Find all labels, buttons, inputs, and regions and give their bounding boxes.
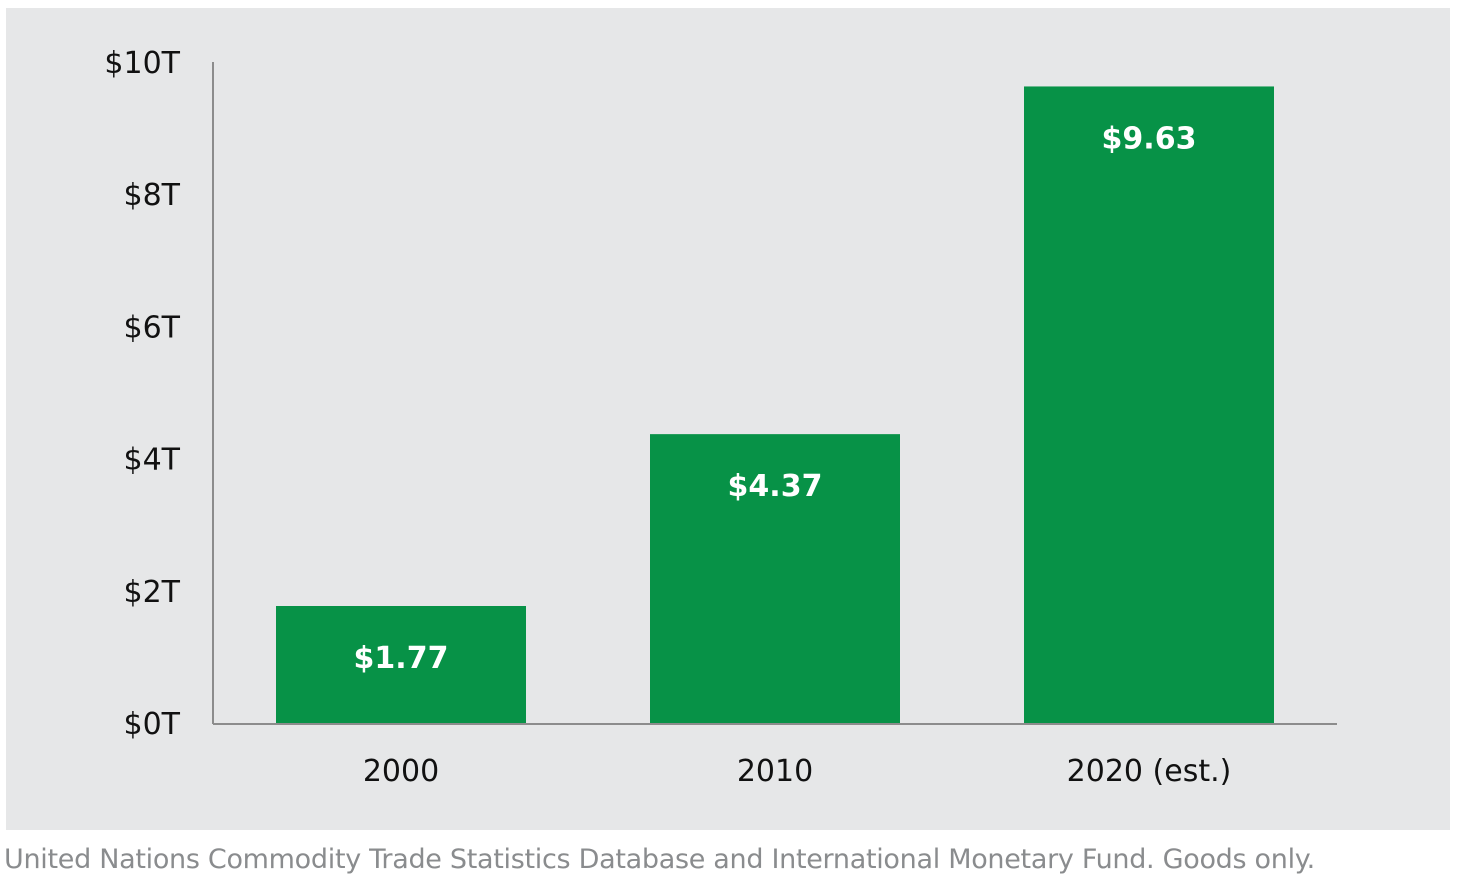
y-tick-label: $2T bbox=[124, 575, 181, 610]
y-tick-label: $4T bbox=[124, 443, 181, 478]
y-tick-label: $6T bbox=[124, 310, 181, 345]
bar-2010 bbox=[650, 434, 900, 723]
data-label: $4.37 bbox=[728, 469, 823, 504]
source-caption: United Nations Commodity Trade Statistic… bbox=[4, 844, 1315, 875]
data-label: $9.63 bbox=[1102, 121, 1197, 156]
y-tick-label: $10T bbox=[104, 46, 180, 81]
x-tick-label: 2000 bbox=[363, 754, 439, 789]
y-tick-label: $0T bbox=[124, 707, 181, 742]
bar-2000 bbox=[276, 606, 526, 723]
y-tick-label: $8T bbox=[124, 178, 181, 213]
bar-2020 (est.) bbox=[1024, 86, 1274, 723]
x-tick-label: 2020 (est.) bbox=[1067, 754, 1232, 789]
data-label: $1.77 bbox=[354, 641, 449, 676]
x-tick-label: 2010 bbox=[737, 754, 813, 789]
